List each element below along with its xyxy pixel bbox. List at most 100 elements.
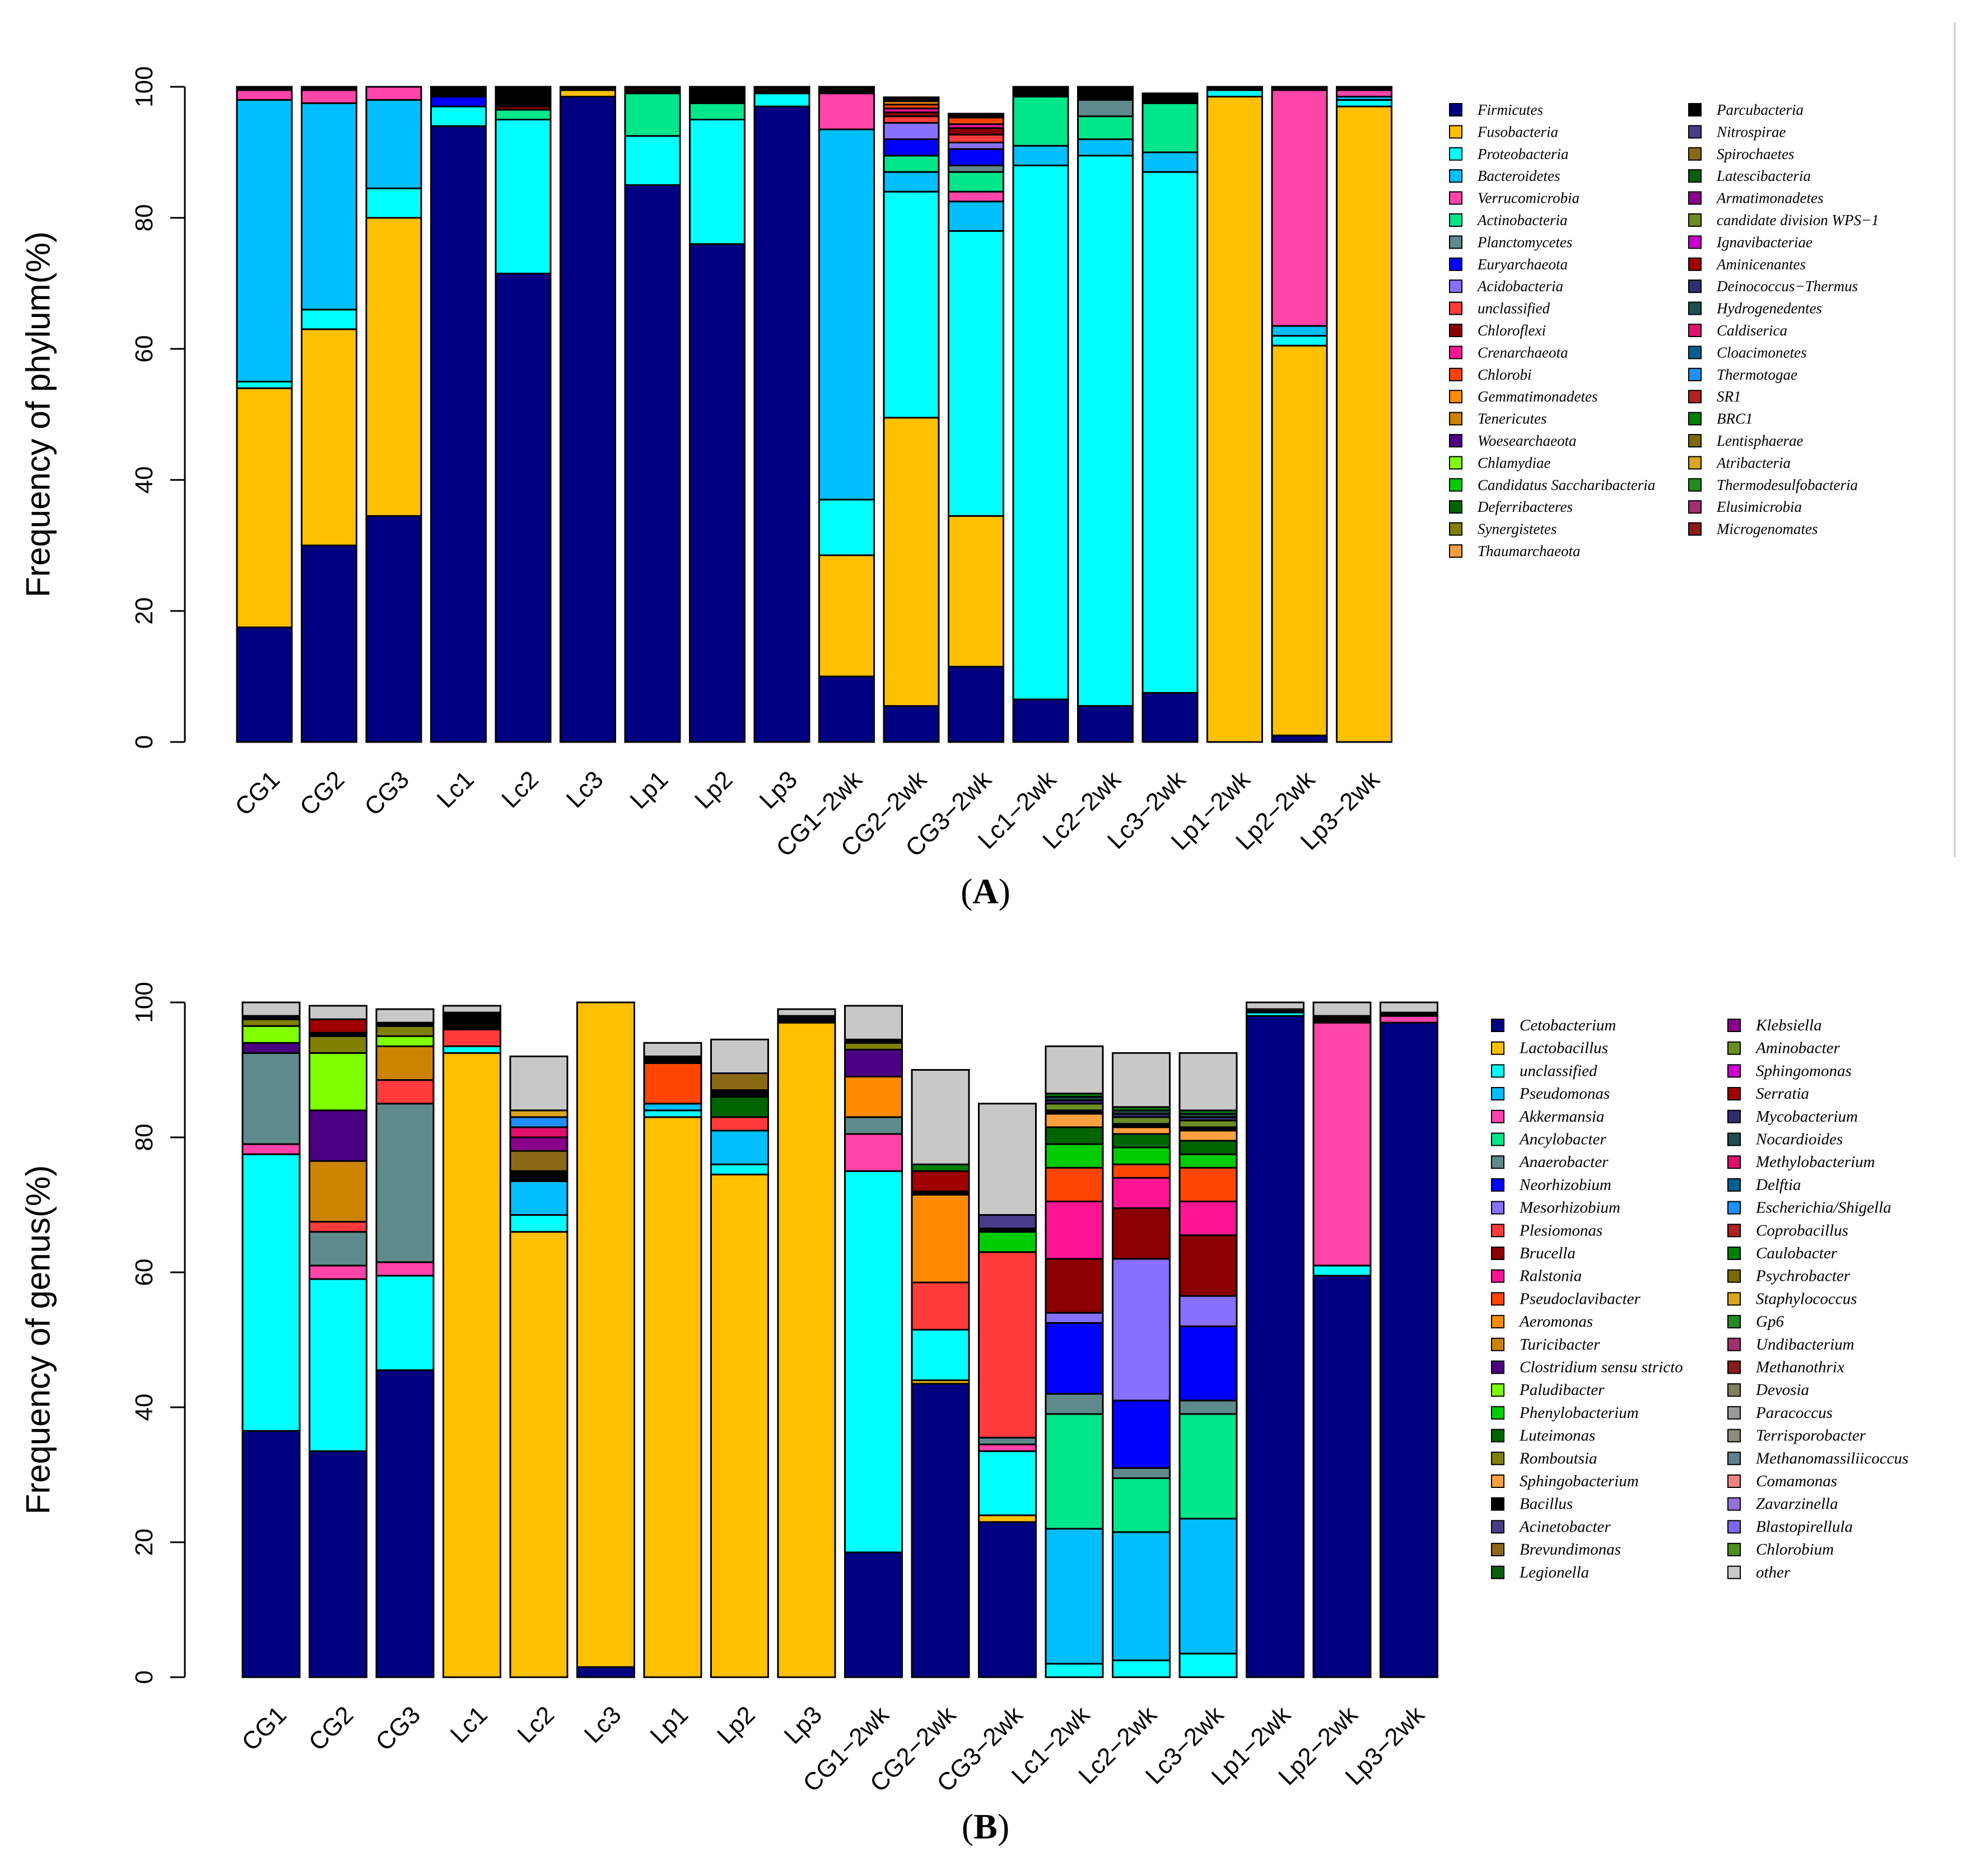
bar-segment-neorhizobium xyxy=(1178,1325,1238,1402)
y-tick-label: 40 xyxy=(131,466,158,494)
bar-segment-lactobacillus xyxy=(442,1052,501,1678)
legend-label: Sphingobacterium xyxy=(1520,1472,1639,1490)
bar-segment-proteobacteria xyxy=(495,119,552,274)
legend-swatch xyxy=(1491,1406,1504,1420)
legend-swatch xyxy=(1688,478,1702,492)
bar-segment-sphingobacterium xyxy=(1178,1130,1238,1142)
legend-label: Plesiomonas xyxy=(1519,1221,1602,1239)
bar-segment-phenylobacterium xyxy=(1178,1153,1238,1169)
legend-item-klebsiella: Klebsiella xyxy=(1727,1016,1822,1034)
bar-segment-proteobacteria xyxy=(689,119,745,245)
bar-segment-other xyxy=(375,1008,435,1024)
legend-item-aminobacter: Aminobacter xyxy=(1727,1039,1840,1057)
legend-label: Aminobacter xyxy=(1755,1039,1840,1057)
legend-item-firmicutes: Firmicutes xyxy=(1449,101,1543,118)
bar-segment-akkermansia xyxy=(1312,1021,1372,1267)
legend-label: Chlorobium xyxy=(1756,1541,1834,1558)
bar-segment-actinobacteria xyxy=(624,92,681,137)
legend-label: Deinococcus−Thermus xyxy=(1716,278,1858,295)
bar-stack-lp2-2wk xyxy=(1312,1001,1372,1678)
legend-label: Ignavibacteriae xyxy=(1716,234,1812,250)
bar-segment-unclassified xyxy=(1045,1663,1104,1678)
bar-segment-cetobacterium xyxy=(911,1383,970,1678)
bar-segment-aminobacter xyxy=(1112,1116,1171,1125)
legend-label: Devosia xyxy=(1755,1381,1809,1399)
bar-segment-verrucomicrobia xyxy=(948,190,1004,203)
bar-stack-cg3-2wk xyxy=(948,113,1004,743)
legend-item-methanomassiliicoccus: Methanomassiliicoccus xyxy=(1727,1449,1908,1467)
legend-item-nitrospirae: Nitrospirae xyxy=(1688,123,1786,140)
x-tick-label: Lc1 xyxy=(445,1701,493,1748)
bar-segment-parcubacteria xyxy=(236,86,293,91)
legend-swatch xyxy=(1449,456,1462,470)
legend-swatch xyxy=(1727,1087,1741,1101)
legend-item-phenylobacterium: Phenylobacterium xyxy=(1491,1404,1639,1422)
bar-segment-unclassified xyxy=(911,1328,970,1382)
legend-swatch xyxy=(1727,1474,1741,1488)
bar-segment-anaerobacter xyxy=(844,1116,903,1135)
bar-segment-euryarchaeota xyxy=(883,138,940,157)
bar-segment-pseudomonas xyxy=(1112,1531,1171,1662)
x-tick-label: Lc2 xyxy=(512,1701,560,1748)
bar-segment-anaerobacter xyxy=(375,1103,435,1263)
bar-segment-firmicutes xyxy=(818,675,875,743)
bar-segment-verrucomicrobia xyxy=(301,89,357,104)
legend-swatch xyxy=(1449,500,1462,514)
bar-segment-anaerobacter xyxy=(978,1436,1037,1445)
legend-item-woesearchaeota: Woesearchaeota xyxy=(1449,432,1576,449)
bar-stack-lc3 xyxy=(576,1001,635,1678)
bar-segment-bacteroidetes xyxy=(1271,325,1328,337)
bar-segment-bacillus xyxy=(777,1015,836,1024)
bar-segment-bacteroidetes xyxy=(301,102,357,311)
bar-segment-lactobacillus xyxy=(710,1173,769,1678)
legend-item-nocardioides: Nocardioides xyxy=(1727,1131,1843,1149)
y-axis-title: Frequency of phylum(%) xyxy=(20,231,57,598)
legend-swatch xyxy=(1449,147,1462,161)
bar-segment-cetobacterium xyxy=(1312,1275,1372,1678)
legend-item-plesiomonas: Plesiomonas xyxy=(1491,1221,1602,1239)
legend-swatch xyxy=(1727,1247,1741,1260)
bar-segment-pseudomonas xyxy=(710,1130,769,1165)
bar-segment-parcubacteria xyxy=(1012,86,1069,98)
legend-swatch xyxy=(1449,478,1462,492)
legend-item-other: other xyxy=(1727,1564,1791,1581)
bar-segment-unclassified xyxy=(883,115,940,124)
bar-segment-akkermansia xyxy=(375,1261,435,1277)
legend-label: Undibacterium xyxy=(1756,1336,1854,1354)
y-tick-label: 20 xyxy=(131,598,158,625)
bar-segment-bacillus xyxy=(1312,1015,1372,1024)
legend-swatch xyxy=(1688,456,1702,470)
bar-stack-lp3 xyxy=(753,86,810,743)
bar-segment-luteimonas xyxy=(1178,1140,1238,1155)
y-tick-label: 80 xyxy=(131,204,158,232)
legend-item-methanothrix: Methanothrix xyxy=(1727,1359,1844,1376)
legend-swatch xyxy=(1449,544,1462,558)
bar-segment-akkermansia xyxy=(309,1264,367,1280)
bar-segment-paludibacter xyxy=(241,1025,301,1044)
bar-stack-lc1-2wk xyxy=(1045,1045,1104,1678)
legend-swatch xyxy=(1727,1383,1741,1397)
legend-label: Deferribacteres xyxy=(1477,498,1573,515)
bar-segment-plesiomonas xyxy=(442,1028,501,1047)
bar-segment-unclassified xyxy=(442,1045,501,1054)
legend-item-paludibacter: Paludibacter xyxy=(1491,1381,1605,1399)
legend-label: Methylobacterium xyxy=(1755,1153,1875,1171)
bar-segment-lactobacillus xyxy=(978,1514,1037,1523)
legend-label: Pseudomonas xyxy=(1519,1085,1610,1103)
bar-segment-phenylobacterium xyxy=(1045,1143,1104,1169)
legend-item-ralstonia: Ralstonia xyxy=(1491,1267,1582,1285)
legend-item-cloacimonetes: Cloacimonetes xyxy=(1688,344,1806,361)
legend-label: BRC1 xyxy=(1717,410,1753,427)
legend-item-verrucomicrobia: Verrucomicrobia xyxy=(1449,190,1579,207)
bar-segment-actinobacteria xyxy=(1141,102,1199,153)
legend-label: Armatimonadetes xyxy=(1716,190,1823,207)
bar-segment-proteobacteria xyxy=(753,92,810,108)
legend-item-thermotogae: Thermotogae xyxy=(1688,366,1797,383)
legend-item-atribacteria: Atribacteria xyxy=(1688,454,1791,471)
bar-segment-mesorhizobium xyxy=(1112,1258,1171,1402)
legend-label: Actinobacteria xyxy=(1476,212,1567,228)
legend-label: Euryarchaeota xyxy=(1477,256,1568,273)
x-tick-label: Lc2 xyxy=(496,766,544,813)
bar-segment-other xyxy=(911,1069,970,1165)
legend-item-gemmatimonadetes: Gemmatimonadetes xyxy=(1449,388,1597,405)
